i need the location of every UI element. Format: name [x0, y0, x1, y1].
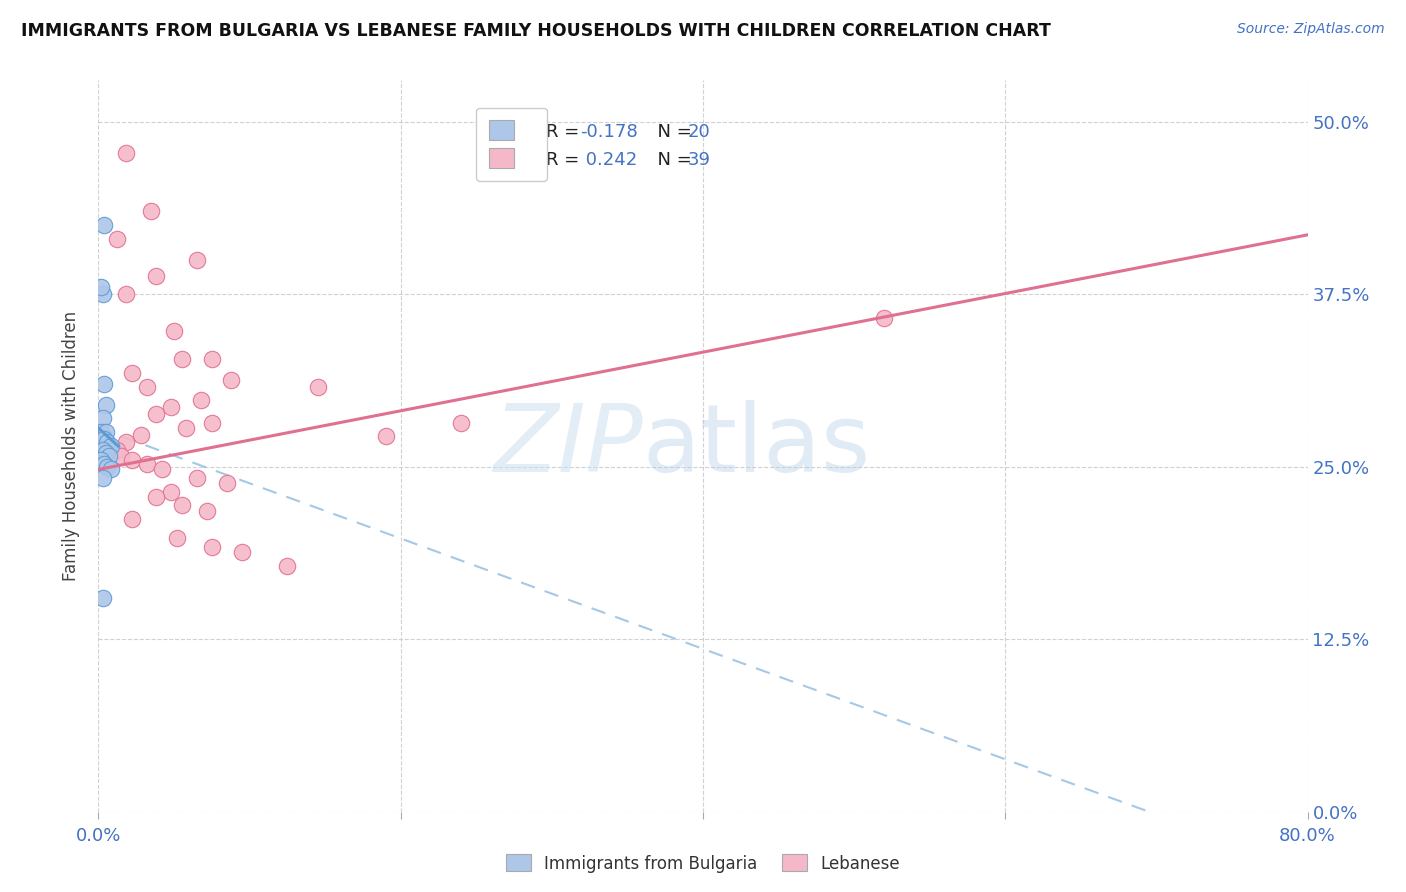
Point: [91, 471, 114, 485]
Point: [90, 452, 112, 467]
Text: 20: 20: [688, 123, 710, 141]
Point: [201, 540, 224, 554]
Point: [100, 462, 122, 476]
Point: [121, 366, 143, 380]
Point: [186, 252, 208, 267]
Point: [100, 439, 122, 453]
Point: [98, 449, 121, 463]
Point: [135, 379, 157, 393]
Point: [91, 411, 114, 425]
Text: R =: R =: [546, 123, 585, 141]
Text: 0.242: 0.242: [579, 152, 637, 169]
Point: [129, 428, 152, 442]
Text: Source: ZipAtlas.com: Source: ZipAtlas.com: [1237, 22, 1385, 37]
Point: [90, 280, 112, 294]
Point: [145, 269, 167, 284]
Point: [114, 287, 136, 301]
Point: [91, 287, 114, 301]
Point: [94, 425, 117, 440]
Text: N =: N =: [647, 123, 697, 141]
Point: [93, 376, 115, 391]
Point: [166, 532, 188, 546]
Point: [221, 373, 243, 387]
Point: [215, 476, 238, 491]
Point: [195, 504, 218, 518]
Point: [96, 434, 118, 449]
Point: [114, 146, 136, 161]
Point: [145, 407, 167, 421]
Point: [190, 393, 212, 408]
Point: [93, 218, 115, 232]
Point: [186, 471, 208, 485]
Point: [450, 416, 472, 430]
Point: [873, 310, 896, 325]
Point: [141, 204, 163, 219]
Point: [145, 490, 167, 504]
Y-axis label: Family Households with Children: Family Households with Children: [62, 311, 80, 581]
Text: N =: N =: [647, 152, 697, 169]
Text: IMMIGRANTS FROM BULGARIA VS LEBANESE FAMILY HOUSEHOLDS WITH CHILDREN CORRELATION: IMMIGRANTS FROM BULGARIA VS LEBANESE FAM…: [21, 22, 1050, 40]
Point: [93, 432, 115, 446]
Point: [105, 232, 128, 246]
Point: [121, 512, 143, 526]
Point: [114, 434, 136, 449]
Point: [170, 499, 193, 513]
Point: [231, 545, 253, 559]
Point: [105, 443, 128, 458]
Text: ZIP: ZIP: [494, 401, 643, 491]
Text: 39: 39: [688, 152, 710, 169]
Point: [160, 484, 183, 499]
Point: [93, 457, 115, 471]
Point: [94, 446, 117, 460]
Point: [94, 398, 117, 412]
Point: [135, 457, 157, 471]
Point: [121, 452, 143, 467]
Legend: Immigrants from Bulgaria, Lebanese: Immigrants from Bulgaria, Lebanese: [499, 847, 907, 880]
Point: [276, 559, 298, 574]
Point: [170, 352, 193, 367]
Text: -0.178: -0.178: [579, 123, 637, 141]
Point: [174, 421, 197, 435]
Point: [96, 459, 118, 474]
Point: [160, 401, 183, 415]
Point: [163, 325, 186, 339]
Point: [307, 379, 329, 393]
Point: [150, 462, 173, 476]
Legend:  ,  : ,: [477, 108, 547, 181]
Point: [110, 449, 132, 463]
Text: atlas: atlas: [643, 400, 870, 492]
Point: [201, 352, 224, 367]
Point: [374, 429, 396, 443]
Point: [91, 591, 114, 605]
Point: [201, 416, 224, 430]
Point: [91, 443, 114, 458]
Text: R =: R =: [546, 152, 585, 169]
Point: [90, 425, 112, 440]
